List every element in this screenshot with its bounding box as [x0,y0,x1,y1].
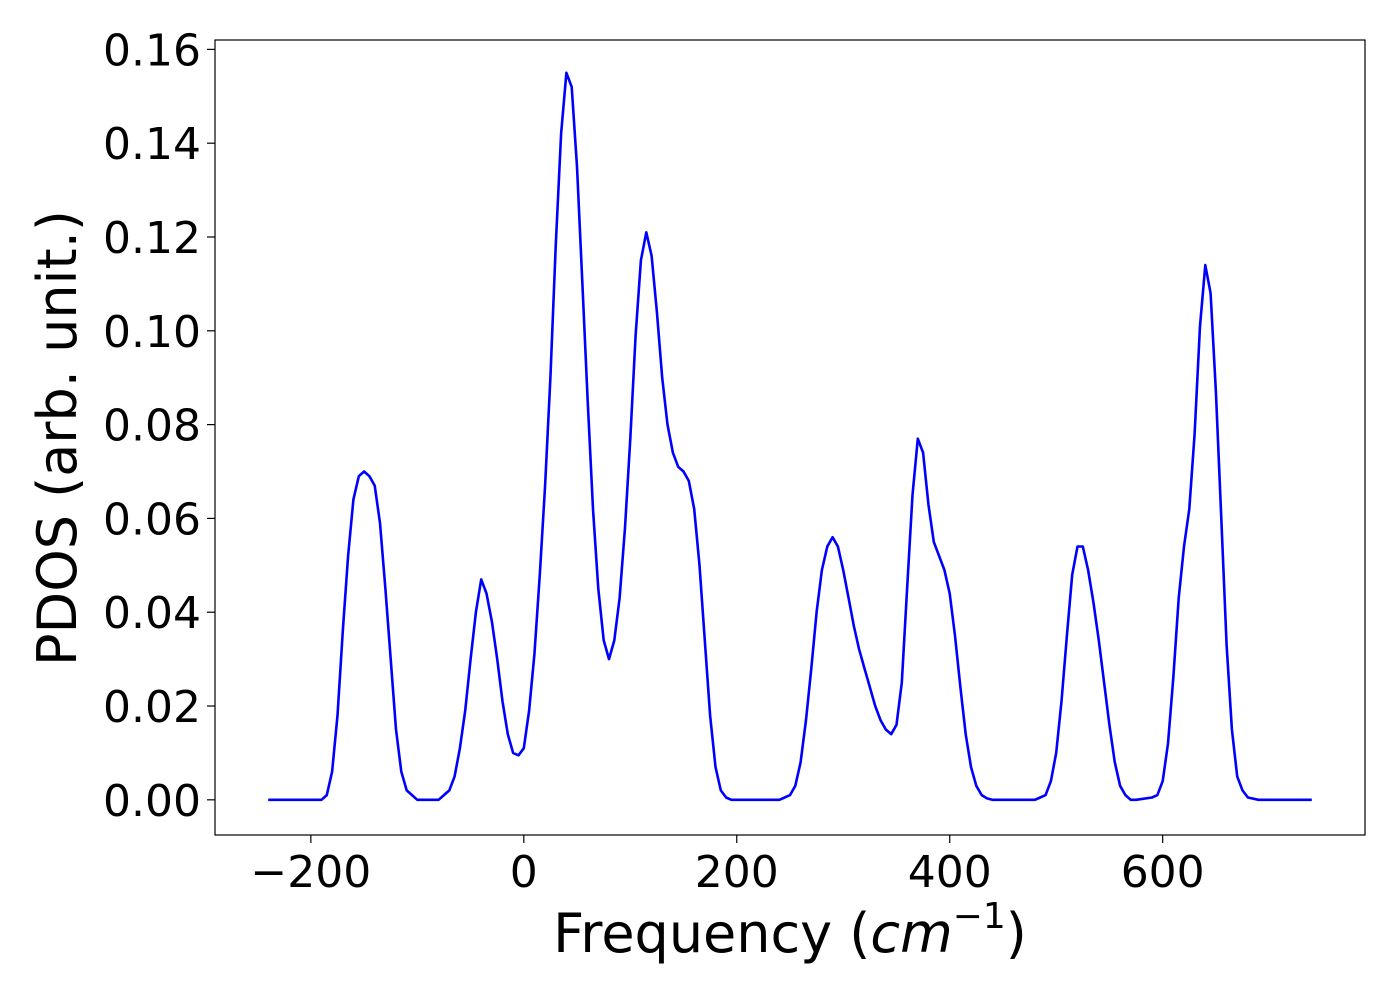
x-axis-label-unit: cm [870,902,952,965]
y-tick-label: 0.00 [103,776,201,827]
x-axis-label-suffix: ) [1006,902,1027,965]
x-tick-label: 600 [1121,847,1205,898]
plot-frame [214,39,1366,836]
y-tick-label: 0.10 [103,307,201,358]
y-tick-label: 0.08 [103,401,201,452]
ticks-layer: −200 0 200 400 600 0.00 0.02 0.04 0.06 0.08 0.10 0.… [103,25,1205,898]
y-tick-label: 0.16 [103,25,201,76]
y-tick-label: 0.14 [103,119,201,170]
y-tick-label: 0.02 [103,682,201,733]
x-tick-label: 200 [695,847,779,898]
y-tick-label: 0.06 [103,494,201,545]
pdos-series-line [268,71,1312,802]
y-tick-label: 0.04 [103,588,201,639]
y-axis-label: PDOS (arb. unit.) [26,210,89,666]
series-layer [268,71,1312,802]
x-tick-label: −200 [250,847,371,898]
x-tick-label: 400 [908,847,992,898]
x-axis-label-exponent: −1 [953,896,1006,937]
x-tick-label: 0 [510,847,538,898]
y-tick-label: 0.12 [103,213,201,264]
x-axis-label: Frequency (cm−1) [553,896,1027,965]
x-axis-label-prefix: Frequency ( [553,902,870,965]
